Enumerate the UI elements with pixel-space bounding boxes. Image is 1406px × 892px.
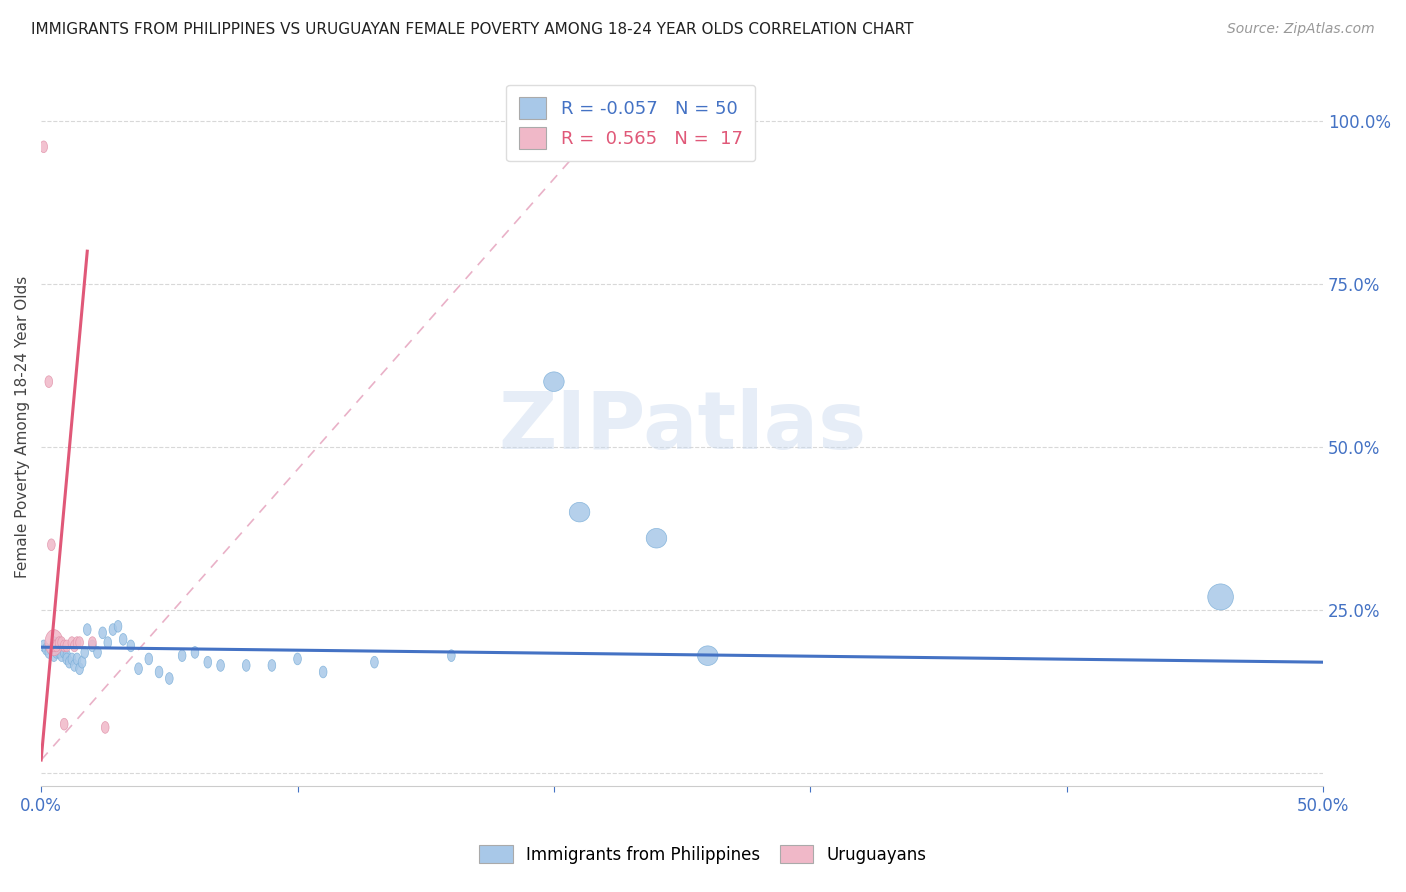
Ellipse shape bbox=[58, 637, 66, 648]
Ellipse shape bbox=[294, 653, 301, 665]
Ellipse shape bbox=[647, 528, 666, 548]
Ellipse shape bbox=[89, 637, 96, 648]
Ellipse shape bbox=[76, 637, 83, 648]
Ellipse shape bbox=[58, 649, 66, 662]
Ellipse shape bbox=[39, 141, 48, 153]
Ellipse shape bbox=[569, 502, 591, 522]
Legend: R = -0.057   N = 50, R =  0.565   N =  17: R = -0.057 N = 50, R = 0.565 N = 17 bbox=[506, 85, 755, 161]
Ellipse shape bbox=[242, 659, 250, 672]
Ellipse shape bbox=[179, 649, 186, 662]
Ellipse shape bbox=[104, 637, 111, 648]
Ellipse shape bbox=[55, 643, 63, 655]
Ellipse shape bbox=[319, 666, 328, 678]
Ellipse shape bbox=[67, 637, 76, 648]
Ellipse shape bbox=[48, 539, 55, 550]
Ellipse shape bbox=[204, 657, 212, 668]
Ellipse shape bbox=[48, 643, 55, 655]
Ellipse shape bbox=[127, 640, 135, 652]
Ellipse shape bbox=[166, 673, 173, 684]
Ellipse shape bbox=[52, 647, 60, 658]
Ellipse shape bbox=[70, 640, 79, 652]
Ellipse shape bbox=[45, 630, 63, 656]
Ellipse shape bbox=[155, 666, 163, 678]
Ellipse shape bbox=[217, 659, 225, 672]
Ellipse shape bbox=[447, 649, 456, 662]
Ellipse shape bbox=[63, 653, 70, 665]
Ellipse shape bbox=[52, 640, 60, 652]
Ellipse shape bbox=[191, 647, 198, 658]
Ellipse shape bbox=[39, 640, 48, 652]
Text: IMMIGRANTS FROM PHILIPPINES VS URUGUAYAN FEMALE POVERTY AMONG 18-24 YEAR OLDS CO: IMMIGRANTS FROM PHILIPPINES VS URUGUAYAN… bbox=[31, 22, 914, 37]
Ellipse shape bbox=[89, 640, 96, 652]
Ellipse shape bbox=[58, 640, 66, 652]
Ellipse shape bbox=[45, 647, 52, 658]
Ellipse shape bbox=[45, 376, 52, 387]
Text: ZIPatlas: ZIPatlas bbox=[498, 388, 866, 467]
Ellipse shape bbox=[114, 621, 122, 632]
Ellipse shape bbox=[120, 633, 127, 645]
Legend: Immigrants from Philippines, Uruguayans: Immigrants from Philippines, Uruguayans bbox=[472, 838, 934, 871]
Ellipse shape bbox=[76, 663, 83, 674]
Ellipse shape bbox=[52, 640, 60, 652]
Ellipse shape bbox=[73, 637, 82, 648]
Ellipse shape bbox=[51, 649, 58, 662]
Ellipse shape bbox=[145, 653, 153, 665]
Ellipse shape bbox=[55, 647, 63, 658]
Ellipse shape bbox=[70, 659, 79, 672]
Ellipse shape bbox=[544, 372, 564, 392]
Ellipse shape bbox=[135, 663, 142, 674]
Ellipse shape bbox=[101, 722, 110, 733]
Ellipse shape bbox=[371, 657, 378, 668]
Ellipse shape bbox=[60, 640, 67, 652]
Text: Source: ZipAtlas.com: Source: ZipAtlas.com bbox=[1227, 22, 1375, 37]
Ellipse shape bbox=[55, 637, 63, 648]
Ellipse shape bbox=[1208, 584, 1233, 610]
Ellipse shape bbox=[66, 657, 73, 668]
Ellipse shape bbox=[51, 637, 58, 648]
Ellipse shape bbox=[98, 627, 107, 639]
Ellipse shape bbox=[63, 649, 70, 662]
Ellipse shape bbox=[67, 653, 76, 665]
Ellipse shape bbox=[79, 657, 86, 668]
Ellipse shape bbox=[63, 640, 70, 652]
Ellipse shape bbox=[60, 647, 67, 658]
Ellipse shape bbox=[82, 647, 89, 658]
Ellipse shape bbox=[94, 647, 101, 658]
Ellipse shape bbox=[110, 624, 117, 635]
Ellipse shape bbox=[697, 646, 718, 665]
Ellipse shape bbox=[51, 640, 58, 652]
Ellipse shape bbox=[60, 718, 67, 730]
Ellipse shape bbox=[269, 659, 276, 672]
Ellipse shape bbox=[83, 624, 91, 635]
Ellipse shape bbox=[73, 653, 82, 665]
Ellipse shape bbox=[42, 643, 51, 655]
Y-axis label: Female Poverty Among 18-24 Year Olds: Female Poverty Among 18-24 Year Olds bbox=[15, 277, 30, 578]
